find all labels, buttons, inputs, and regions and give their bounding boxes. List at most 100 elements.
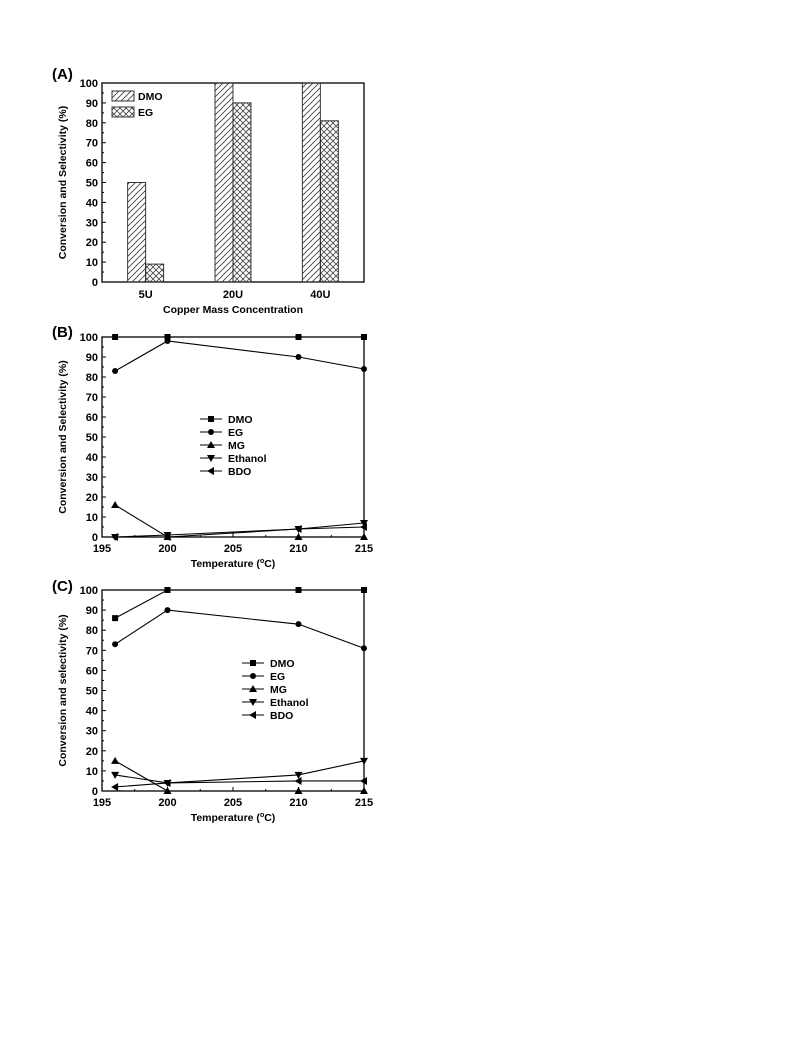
b-point-mg-3 [360,533,368,540]
c-ytick-label-4: 40 [86,706,98,718]
c-ylabel: Conversion and selectivity (%) [57,614,69,766]
bar-dmo-5u [127,182,147,283]
b-point-eg-3 [361,366,367,372]
a-legend-label-dmo: DMO [138,91,163,103]
c-line-bdo [115,780,364,788]
b-ylabel: Conversion and Selectivity (%) [57,360,69,513]
c-point-mg-2 [294,787,303,794]
b-point-eg-2 [295,354,302,360]
c-legend-marker-ethanol [249,699,257,706]
b-point-bdo-0 [111,533,119,541]
c-point-ethanol-0 [111,771,120,779]
b-point-bdo-3 [360,523,367,531]
b-xtick-label-3: 210 [289,543,307,555]
a-ytick-label-8: 80 [86,118,98,130]
b-ytick-label-9: 90 [86,352,98,364]
a-ytick-label-0: 0 [92,277,98,289]
b-line-ethanol [115,522,365,538]
b-legend-label-eg: EG [228,427,243,439]
b-point-dmo-2 [295,334,302,340]
b-xtick-label-4: 215 [355,543,373,555]
line-chart-b: 0 10 20 30 40 50 60 70 80 90 100 Conversion and Sel… [57,332,373,570]
c-xtick-label-1: 200 [158,797,176,809]
a-xlabel: Copper Mass Concentration [163,304,303,316]
bar-dmo-40u [301,82,321,283]
b-ytick-label-2: 20 [86,492,98,504]
c-point-dmo-3 [361,587,367,593]
b-point-mg-2 [294,533,303,540]
c-ytick-label-2: 20 [86,746,98,758]
b-xtick-label-1: 200 [158,543,176,555]
c-legend-marker-dmo [250,660,256,666]
bar-eg-40u [319,120,339,283]
a-xtick-label-0: 5U [139,289,153,301]
c-legend-marker-bdo [249,711,256,719]
bar-dmo-20u [214,82,234,283]
c-xtick-label-0: 195 [93,797,111,809]
a-ytick-label-1: 10 [86,257,98,269]
c-point-ethanol-2 [294,771,303,779]
b-point-dmo-0 [112,334,119,340]
c-legend-label-ethanol: Ethanol [270,697,309,709]
c-point-mg-0 [111,756,120,764]
c-legend-label-dmo: DMO [270,658,295,670]
b-line-bdo [115,526,365,538]
b-ytick-label-4: 40 [86,452,98,464]
a-ytick-label-4: 40 [86,197,98,209]
b-xtick-label-0: 195 [93,543,111,555]
c-point-eg-0 [112,641,119,648]
b-ytick-label-7: 70 [86,392,98,404]
b-legend-marker-mg [207,441,215,448]
b-ytick-label-0: 0 [92,532,98,544]
c-point-bdo-2 [294,776,302,785]
b-point-ethanol-3 [360,520,368,527]
c-ytick-label-8: 80 [86,625,98,637]
b-line-mg [114,504,364,538]
b-ytick-label-1: 10 [86,512,98,524]
a-ytick-label-10: 100 [80,78,98,90]
c-xtick-label-3: 210 [289,797,307,809]
panel-b-label: (B) [52,324,73,341]
b-legend-marker-dmo [208,416,214,422]
c-ytick-label-1: 10 [86,766,98,778]
b-legend-marker-bdo [207,467,214,475]
line-chart-c: 0 10 20 30 40 50 60 70 80 90 100 Conversion and sel… [57,585,373,824]
c-point-dmo-0 [112,615,119,622]
b-point-mg-0 [111,501,120,508]
b-legend-label-dmo: DMO [228,414,253,426]
a-xtick-label-1: 20U [223,289,243,301]
c-ytick-label-10: 100 [80,585,98,597]
a-ytick-label-7: 70 [86,138,98,150]
c-xtick-label-2: 205 [224,797,242,809]
c-line-mg [114,760,364,792]
c-ytick-label-6: 60 [86,665,98,677]
c-legend-label-mg: MG [270,684,287,696]
c-line-dmo [114,589,364,619]
a-ytick-label-2: 20 [86,237,98,249]
c-legend-marker-mg [249,685,257,692]
c-ytick-label-0: 0 [92,786,98,798]
c-point-bdo-0 [111,782,119,791]
c-point-mg-1 [163,787,172,794]
b-point-dmo-1 [164,334,171,340]
a-ytick-label-5: 50 [86,178,98,190]
b-legend-marker-ethanol [207,455,215,462]
b-point-dmo-3 [361,334,367,340]
a-legend-label-eg: EG [138,107,153,119]
c-legend-label-eg: EG [270,671,285,683]
b-ytick-label-5: 50 [86,432,98,444]
c-point-eg-2 [295,621,302,628]
a-legend-swatch-eg [111,106,135,118]
b-point-eg-0 [112,368,119,374]
a-ytick-label-6: 60 [86,158,98,170]
c-point-bdo-1 [163,778,171,787]
a-ytick-label-3: 30 [86,217,98,229]
b-ytick-label-6: 60 [86,412,98,424]
a-ytick-label-9: 90 [86,98,98,110]
bar-eg-20u [232,102,252,283]
bar-eg-5u [145,263,165,283]
b-legend-label-bdo: BDO [228,466,251,478]
c-legend-label-bdo: BDO [270,710,293,722]
a-xtick-label-2: 40U [310,289,330,301]
